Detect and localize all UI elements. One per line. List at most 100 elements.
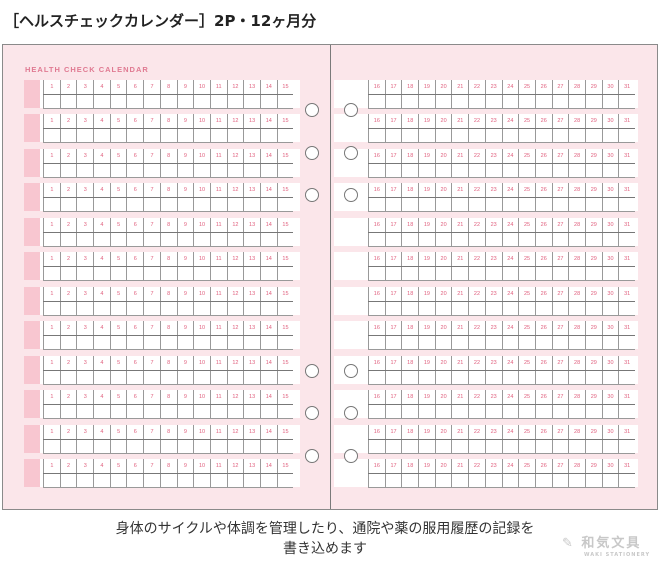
right-month-row: 16 17 18 19 20 21 22 23 24 25 26 27 28 29 30 31 [334,390,638,420]
day-cells: 16 17 18 19 20 21 22 23 24 25 26 27 28 29 30 31 [368,321,635,351]
binder-hole-icon [344,364,358,378]
header-line [368,266,635,268]
header-line [43,94,294,95]
left-month-row: 1 2 3 4 5 6 7 8 9 10 11 12 13 14 15 [24,424,300,454]
right-month-row: 16 17 18 19 20 21 22 23 24 25 26 27 28 29 30 31 [334,286,638,316]
month-label-block [24,424,40,453]
binder-hole-icon [344,146,358,160]
binder-hole-icon [305,406,319,420]
header-line [43,266,294,268]
binder-hole-icon [305,146,319,160]
day-cells: 1 2 3 4 5 6 7 8 9 10 11 12 13 14 15 [43,355,294,385]
day-cells: 1 2 3 4 5 6 7 8 9 10 11 12 13 14 15 [43,217,294,247]
header-line [43,128,294,130]
right-month-row: 16 17 18 19 20 21 22 23 24 25 26 27 28 29 30 31 [334,217,638,247]
right-month-row: 16 17 18 19 20 21 22 23 24 25 26 27 28 29 30 31 [334,80,638,109]
header-line [368,231,635,233]
month-label-block [24,148,40,177]
header-line [368,197,635,199]
day-cells: 16 17 18 19 20 21 22 23 24 25 26 27 28 29 30 31 [368,80,635,109]
day-cells: 16 17 18 19 20 21 22 23 24 25 26 27 28 29 30 31 [368,183,635,213]
binder-hole-icon [344,103,358,117]
right-month-row: 16 17 18 19 20 21 22 23 24 25 26 27 28 29 30 31 [334,114,638,144]
month-label-block [24,217,40,246]
header-line [43,369,294,371]
month-label-block [24,321,40,350]
month-label-block [24,183,40,212]
calendar-title: HEALTH CHECK CALENDAR [25,65,149,74]
right-month-row: 16 17 18 19 20 21 22 23 24 25 26 27 28 29 30 31 [334,183,638,213]
binder-hole-icon [305,449,319,463]
day-cells: 16 17 18 19 20 21 22 23 24 25 26 27 28 29 30 31 [368,114,635,144]
left-month-row: 1 2 3 4 5 6 7 8 9 10 11 12 13 14 15 [24,458,300,488]
caption-line-2: 書き込めます [283,541,367,557]
pen-icon: ✎ [562,536,582,551]
right-month-row: 16 17 18 19 20 21 22 23 24 25 26 27 28 29 30 31 [334,252,638,282]
header-line [43,162,294,164]
right-month-row: 16 17 18 19 20 21 22 23 24 25 26 27 28 29 30 31 [334,148,638,178]
day-cells: 1 2 3 4 5 6 7 8 9 10 11 12 13 14 15 [43,80,294,109]
header-line [368,335,635,337]
caption: 身体のサイクルや体調を管理したり、通院や薬の服用履歴の記録を 書き込めます [95,519,555,559]
day-cells: 16 17 18 19 20 21 22 23 24 25 26 27 28 29 30 31 [368,424,635,454]
day-cells: 16 17 18 19 20 21 22 23 24 25 26 27 28 29 30 31 [368,148,635,178]
binder-hole-icon [305,188,319,202]
left-month-row: 1 2 3 4 5 6 7 8 9 10 11 12 13 14 15 [24,217,300,247]
logo-main: 和気文具 [581,536,642,551]
binder-hole-icon [305,103,319,117]
day-cells: 1 2 3 4 5 6 7 8 9 10 11 12 13 14 15 [43,424,294,454]
left-month-row: 1 2 3 4 5 6 7 8 9 10 11 12 13 14 15 [24,148,300,178]
header-line [43,231,294,233]
binder-hole-icon [344,406,358,420]
binder-hole-icon [305,364,319,378]
day-cells: 16 17 18 19 20 21 22 23 24 25 26 27 28 29 30 31 [368,458,635,488]
day-cells: 1 2 3 4 5 6 7 8 9 10 11 12 13 14 15 [43,286,294,316]
header-line [368,128,635,130]
header-line [43,472,294,474]
day-cells: 1 2 3 4 5 6 7 8 9 10 11 12 13 14 15 [43,148,294,178]
header-line [43,335,294,337]
header-line [368,300,635,302]
header-line [368,404,635,406]
day-cells: 1 2 3 4 5 6 7 8 9 10 11 12 13 14 15 [43,114,294,144]
left-month-row: 1 2 3 4 5 6 7 8 9 10 11 12 13 14 15 [24,183,300,213]
day-cells: 1 2 3 4 5 6 7 8 9 10 11 12 13 14 15 [43,252,294,282]
header-line [368,94,635,95]
day-cells: 1 2 3 4 5 6 7 8 9 10 11 12 13 14 15 [43,390,294,420]
right-month-row: 16 17 18 19 20 21 22 23 24 25 26 27 28 29 30 31 [334,355,638,385]
day-cells: 16 17 18 19 20 21 22 23 24 25 26 27 28 29 30 31 [368,355,635,385]
caption-line-1: 身体のサイクルや体調を管理したり、通院や薬の服用履歴の記録を [115,521,535,537]
binder-hole-icon [344,449,358,463]
header-line [43,197,294,199]
right-month-row: 16 17 18 19 20 21 22 23 24 25 26 27 28 29 30 31 [334,458,638,488]
logo-sub: WAKI STATIONERY [584,552,651,558]
page-title: ［ヘルスチェックカレンダー］2P・12ヶ月分 [4,12,317,30]
day-cells: 16 17 18 19 20 21 22 23 24 25 26 27 28 29 30 31 [368,217,635,247]
right-month-row: 16 17 18 19 20 21 22 23 24 25 26 27 28 29 30 31 [334,321,638,351]
header-line [368,369,635,371]
left-month-row: 1 2 3 4 5 6 7 8 9 10 11 12 13 14 15 [24,355,300,385]
month-label-block [24,286,40,315]
day-cells: 16 17 18 19 20 21 22 23 24 25 26 27 28 29 30 31 [368,286,635,316]
header-line [368,438,635,440]
day-cells: 1 2 3 4 5 6 7 8 9 10 11 12 13 14 15 [43,321,294,351]
header-line [43,438,294,440]
month-label-block [24,355,40,384]
day-cells: 1 2 3 4 5 6 7 8 9 10 11 12 13 14 15 [43,183,294,213]
left-month-row: 1 2 3 4 5 6 7 8 9 10 11 12 13 14 15 [24,80,300,109]
day-cells: 16 17 18 19 20 21 22 23 24 25 26 27 28 29 30 31 [368,390,635,420]
left-month-row: 1 2 3 4 5 6 7 8 9 10 11 12 13 14 15 [24,390,300,420]
month-label-block [24,458,40,487]
day-cells: 1 2 3 4 5 6 7 8 9 10 11 12 13 14 15 [43,458,294,488]
month-label-block [24,80,40,108]
logo: ✎ 和気文具 WAKI STATIONERY [562,536,650,559]
left-month-row: 1 2 3 4 5 6 7 8 9 10 11 12 13 14 15 [24,286,300,316]
right-month-row: 16 17 18 19 20 21 22 23 24 25 26 27 28 29 30 31 [334,424,638,454]
day-cells: 16 17 18 19 20 21 22 23 24 25 26 27 28 29 30 31 [368,252,635,282]
month-label-block [24,252,40,281]
month-label-block [24,390,40,419]
left-month-row: 1 2 3 4 5 6 7 8 9 10 11 12 13 14 15 [24,252,300,282]
month-label-block [24,114,40,143]
left-month-row: 1 2 3 4 5 6 7 8 9 10 11 12 13 14 15 [24,114,300,144]
calendar-spread: HEALTH CHECK CALENDAR 1 2 3 4 5 6 7 8 9 10 11 12 13 1… [2,44,658,510]
